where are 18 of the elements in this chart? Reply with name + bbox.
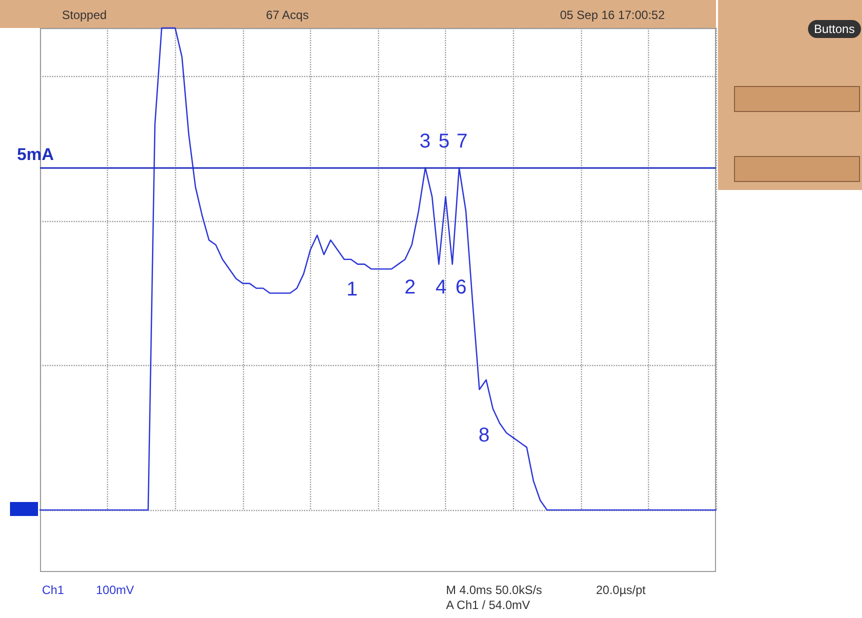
annotation: 2 bbox=[404, 276, 416, 300]
text: 67 Acqs bbox=[266, 8, 309, 22]
text: 05 Sep 16 17:00:52 bbox=[560, 8, 665, 22]
annotation: 7 bbox=[456, 130, 468, 154]
annotation: 8 bbox=[478, 424, 490, 448]
annotation: 6 bbox=[455, 276, 467, 300]
text: M 4.0ms 50.0kS/s bbox=[446, 583, 542, 597]
text: Ch1 bbox=[42, 583, 64, 597]
ref-line-label: 5mA bbox=[17, 144, 54, 164]
annotation: 3 bbox=[419, 130, 431, 154]
text: Stopped bbox=[62, 8, 107, 22]
text: 20.0µs/pt bbox=[596, 583, 646, 597]
text: Buttons bbox=[808, 20, 861, 38]
text: A Ch1 / 54.0mV bbox=[446, 598, 530, 612]
text: 100mV bbox=[96, 583, 134, 597]
annotation: 1 bbox=[346, 278, 358, 302]
annotation: 4 bbox=[435, 276, 447, 300]
annotation: 5 bbox=[438, 130, 450, 154]
